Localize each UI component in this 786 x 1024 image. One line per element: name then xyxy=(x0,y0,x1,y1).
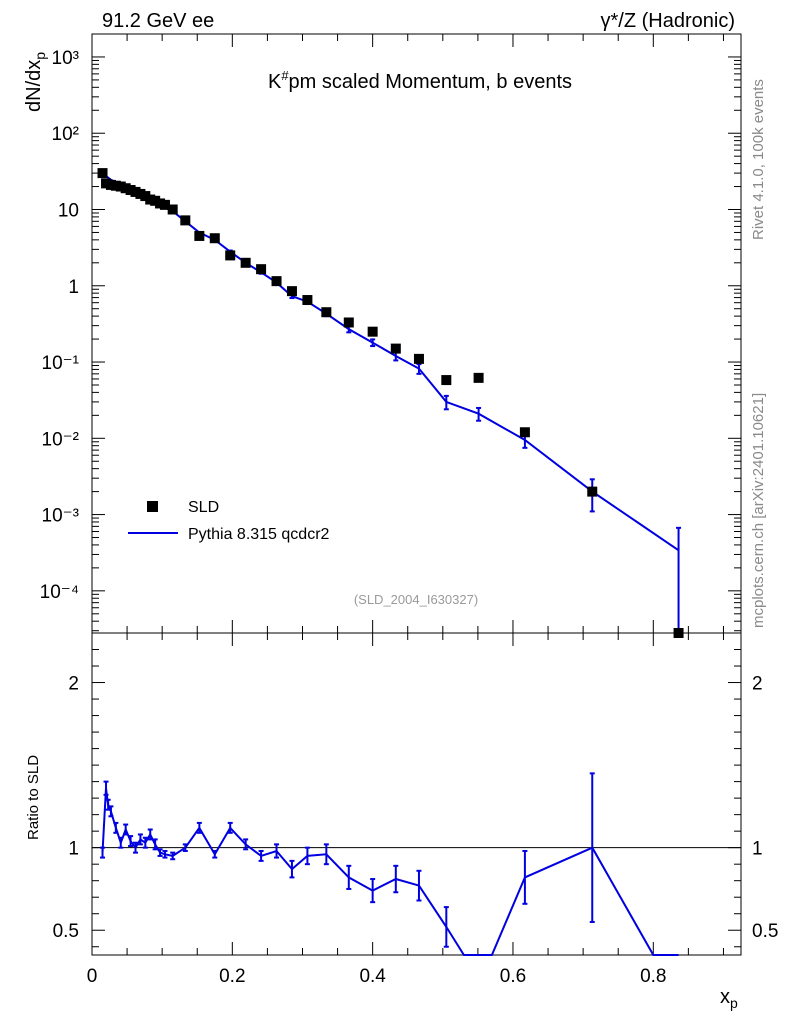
data-point xyxy=(473,372,484,383)
data-point xyxy=(343,317,354,328)
mc-series-ratio xyxy=(100,772,679,956)
main-title: K#pm scaled Momentum, b events xyxy=(268,68,572,93)
data-point xyxy=(286,286,297,297)
main-y-tick-labels: 10³ 10² 10 1 10⁻¹ 10⁻² 10⁻³ 10⁻⁴ xyxy=(40,48,79,603)
data-series-main xyxy=(97,168,684,638)
data-point xyxy=(256,264,267,275)
main-y-tick-label: 10³ xyxy=(52,48,79,69)
data-point xyxy=(159,199,170,210)
main-plot-frame xyxy=(91,33,742,634)
ratio-plot-frame xyxy=(91,632,742,956)
x-tick-label: 0.8 xyxy=(640,966,666,987)
data-point xyxy=(194,230,205,241)
main-y-tick-label: 10 xyxy=(58,200,79,221)
main-y-tick-label: 10⁻³ xyxy=(42,506,80,527)
x-axis-label: xp xyxy=(720,986,738,1011)
main-y-tick-label: 10⁻⁴ xyxy=(40,582,79,603)
data-point xyxy=(413,353,424,364)
x-tick-label: 0.6 xyxy=(500,966,526,987)
data-point xyxy=(271,276,282,287)
header-energy-label: 91.2 GeV ee xyxy=(102,10,214,32)
legend-data-label: SLD xyxy=(188,499,219,516)
main-y-tick-label: 1 xyxy=(68,277,79,298)
main-y-axis-label: dN/dxp xyxy=(23,52,48,112)
mc-series-main xyxy=(102,174,682,634)
main-y-ticks xyxy=(92,33,741,632)
ratio-y-axis-label: Ratio to SLD xyxy=(25,755,42,840)
data-point xyxy=(209,233,220,244)
x-tick-label: 0 xyxy=(87,966,98,987)
ratio-panel: 0.5 0.5 1 1 2 2 0 0.2 0.4 0.6 0.8 Ratio to SLD xp xyxy=(25,632,779,1011)
ratio-y-tick-label: 2 xyxy=(68,674,79,695)
data-point xyxy=(390,343,401,354)
ratio-y-tick-label-right: 2 xyxy=(752,674,763,695)
ratio-y-tick-label-right: 0.5 xyxy=(752,921,778,942)
ratio-y-tick-label: 1 xyxy=(68,839,79,860)
data-point xyxy=(441,375,452,386)
ratio-tick-labels: 0.5 0.5 1 1 2 2 0 0.2 0.4 0.6 0.8 xyxy=(53,674,779,987)
data-point xyxy=(240,257,251,268)
analysis-watermark: (SLD_2004_I630327) xyxy=(354,592,478,607)
main-panel: 10³ 10² 10 1 10⁻¹ 10⁻² 10⁻³ 10⁻⁴ K#pm scaled Mo… xyxy=(23,33,742,638)
legend-data-marker xyxy=(147,501,158,512)
x-tick-label: 0.2 xyxy=(219,966,245,987)
x-tick-label: 0.4 xyxy=(359,966,386,987)
side-site-label: mcplots.cern.ch [arXiv:2401.10621] xyxy=(750,393,767,628)
main-y-tick-label: 10⁻² xyxy=(42,429,80,450)
data-point xyxy=(167,204,178,215)
legend: SLD Pythia 8.315 qcdcr2 xyxy=(128,499,330,543)
data-point xyxy=(367,326,378,337)
main-x-ticks xyxy=(91,34,724,633)
legend-mc-label: Pythia 8.315 qcdcr2 xyxy=(188,526,330,543)
data-point xyxy=(519,427,530,438)
title-superscript: # xyxy=(281,68,289,83)
data-point xyxy=(180,215,191,226)
ratio-y-tick-label-right: 1 xyxy=(752,839,763,860)
ratio-y-tick-label: 0.5 xyxy=(53,921,79,942)
header-process-label: γ*/Z (Hadronic) xyxy=(601,10,735,32)
main-y-tick-label: 10⁻¹ xyxy=(42,353,80,374)
data-point xyxy=(302,295,313,306)
data-point xyxy=(321,307,332,318)
main-y-tick-label: 10² xyxy=(52,124,79,145)
side-version-label: Rivet 4.1.0, 100k events xyxy=(750,79,767,240)
data-point xyxy=(97,168,108,179)
ratio-ticks xyxy=(91,632,741,955)
data-point xyxy=(587,486,598,497)
data-point xyxy=(225,250,236,261)
